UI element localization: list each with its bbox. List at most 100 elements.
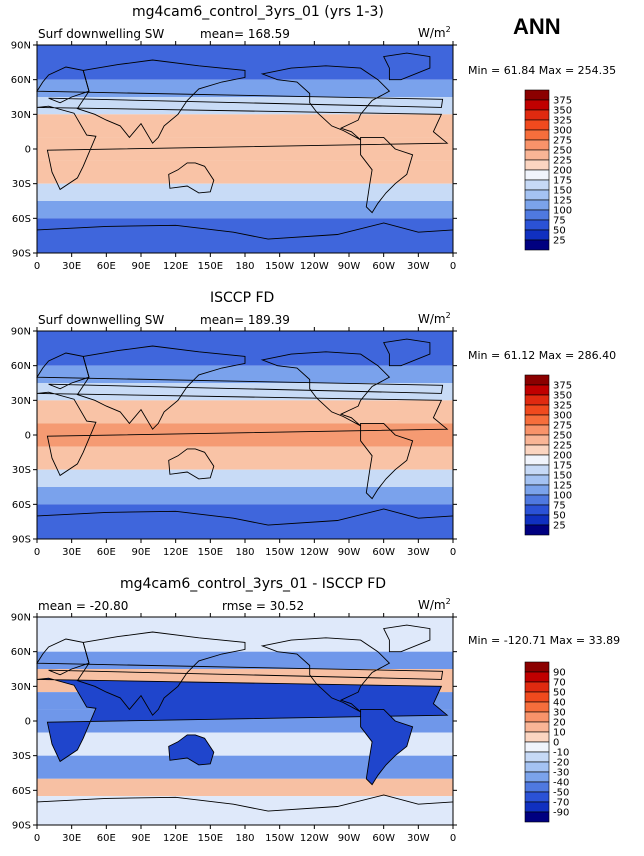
colorbar-2-swatch <box>524 444 550 456</box>
map-1-coastline <box>360 136 414 214</box>
panel-3-minmax: Min = -120.71 Max = 33.89 <box>468 634 621 647</box>
map-2-lat-label: 30N <box>11 396 31 407</box>
map-3-lat-label: 30S <box>12 751 31 762</box>
map-2-coastline <box>383 338 431 367</box>
map-3-lon-label: 120W <box>300 833 329 844</box>
map-3-lat-band <box>37 755 453 779</box>
map-2-lat-band <box>37 423 453 447</box>
map-1-lon-label: 90W <box>338 261 361 272</box>
map-1-lon-label: 120W <box>300 261 329 272</box>
map-3-lat-label: 60S <box>12 786 31 797</box>
colorbar-3-label: 10 <box>553 728 566 739</box>
map-1-lon-label: 120E <box>163 261 188 272</box>
colorbar-1-swatch <box>524 199 550 211</box>
colorbar-1-swatch <box>524 179 550 191</box>
colorbar-2-swatch <box>524 394 550 406</box>
map-1-lon-label: 0 <box>450 261 456 272</box>
panel-2-minmax: Min = 61.12 Max = 286.40 <box>468 349 617 362</box>
map-1-lon-label: 180 <box>235 261 254 272</box>
map-2-coastline <box>168 448 215 480</box>
map-3-lat-band <box>37 796 453 825</box>
colorbar-3-label: -20 <box>553 758 569 769</box>
panel-3-title: mg4cam6_control_3yrs_01 - ISCCP FD <box>120 576 387 592</box>
map-3-coastline <box>36 638 444 680</box>
map-1-lat-band <box>37 79 453 97</box>
colorbar-3-swatch <box>524 811 550 823</box>
map-3-lon-label: 90W <box>338 833 361 844</box>
map-3-coastline <box>360 708 414 786</box>
colorbar-2-swatch <box>524 424 550 436</box>
map-2-lat-band <box>37 469 453 487</box>
map-1-lon-label: 150E <box>198 261 223 272</box>
map-2-lat-band <box>37 383 453 401</box>
map-3-lat-label: 90S <box>12 821 31 832</box>
map-1-lat-label: 90S <box>12 249 31 260</box>
colorbar-2: 3753503253002752502252001751501251007550… <box>524 374 572 536</box>
colorbar-1-swatch <box>524 169 550 181</box>
map-1-coastline <box>260 65 391 141</box>
colorbar-3-swatch <box>524 801 550 813</box>
colorbar-3-swatch <box>524 791 550 803</box>
colorbar-1-label: 375 <box>553 96 572 107</box>
colorbar-2-label: 150 <box>553 471 572 482</box>
colorbar-3-swatch <box>524 671 550 683</box>
panel-3-rmse-label: rmse = 30.52 <box>222 599 305 613</box>
map-2-lon-label: 90W <box>338 547 361 558</box>
panel-3-units: W/m2 <box>418 597 451 612</box>
map-3-lon-label: 0 <box>450 833 456 844</box>
map-1-lon-label: 30E <box>62 261 81 272</box>
map-3-lon-label: 120E <box>163 833 188 844</box>
map-2-lat-label: 0 <box>25 431 31 442</box>
map-2-coastline <box>36 391 449 477</box>
colorbar-1-label: 125 <box>553 196 572 207</box>
colorbar-1-swatch <box>524 119 550 131</box>
panel-1-units: W/m2 <box>418 25 451 40</box>
map-3-coastline <box>36 794 454 812</box>
colorbar-1-label: 150 <box>553 186 572 197</box>
colorbar-2-swatch <box>524 524 550 536</box>
map-2-lat-band <box>37 446 453 470</box>
panel-2-variable-label: Surf downwelling SW <box>38 313 165 327</box>
map-2-coastline <box>36 508 454 526</box>
colorbar-3-label: 20 <box>553 718 566 729</box>
colorbar-1-label: 50 <box>553 226 566 237</box>
map-3-lon-label: 30W <box>407 833 430 844</box>
colorbar-1-label: 350 <box>553 106 572 117</box>
map-3-lon-label: 0 <box>34 833 40 844</box>
map-2-lat-label: 90N <box>11 327 31 338</box>
colorbar-3-label: -70 <box>553 798 569 809</box>
map-1-coastline <box>168 162 215 194</box>
map-3-coastline <box>36 677 449 763</box>
map-2-lon-label: 60E <box>97 547 116 558</box>
map-3-lat-label: 90N <box>11 613 31 624</box>
map-3-lon-label: 60W <box>372 833 395 844</box>
colorbar-1-label: 325 <box>553 116 572 127</box>
panel-1-title: mg4cam6_control_3yrs_01 (yrs 1-3) <box>132 4 384 20</box>
colorbar-3-swatch <box>524 661 550 673</box>
colorbar-1-swatch <box>524 209 550 221</box>
map-3-lon-label: 90E <box>131 833 150 844</box>
colorbar-2-label: 25 <box>553 521 566 532</box>
colorbar-3-label: -10 <box>553 748 569 759</box>
colorbar-2-label: 275 <box>553 421 572 432</box>
colorbar-2-label: 50 <box>553 511 566 522</box>
map-1-lon-label: 30W <box>407 261 430 272</box>
colorbar-1-swatch <box>524 239 550 251</box>
map-3-lon-label: 30E <box>62 833 81 844</box>
colorbar-3-swatch <box>524 731 550 743</box>
colorbar-3-swatch <box>524 771 550 783</box>
panel-3-mean-label: mean = -20.80 <box>38 599 129 613</box>
map-2-coastline <box>360 422 414 500</box>
map-1-lon-label: 60W <box>372 261 395 272</box>
colorbar-1-swatch <box>524 89 550 101</box>
map-3-lat-band <box>37 732 453 756</box>
colorbar-1-label: 75 <box>553 216 566 227</box>
colorbar-3-swatch <box>524 721 550 733</box>
colorbar-1-swatch <box>524 109 550 121</box>
colorbar-1-label: 225 <box>553 156 572 167</box>
map-3-lon-label: 180 <box>235 833 254 844</box>
colorbar-3-label: 30 <box>553 708 566 719</box>
panel-2-units: W/m2 <box>418 311 451 326</box>
map-2-lon-label: 120E <box>163 547 188 558</box>
map-1-lat-label: 60S <box>12 214 31 225</box>
